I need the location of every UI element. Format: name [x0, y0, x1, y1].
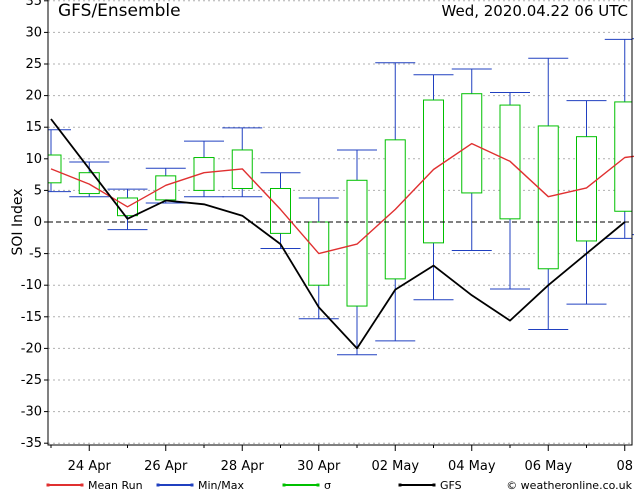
y-tick-label: -20 — [21, 341, 42, 356]
legend-label: GFS — [440, 479, 462, 490]
legend-swatch-end — [316, 483, 320, 487]
x-tick-label: 08 — [616, 459, 633, 474]
x-axis: 24 Apr 26 Apr 28 Apr 30 Apr 02 May 04 May 06 M… — [50, 445, 633, 474]
legend-label: Mean Run — [88, 479, 143, 490]
gfs-line — [50, 118, 626, 350]
y-tick-label: 20 — [25, 89, 42, 104]
x-tick-label: 04 May — [448, 459, 496, 474]
legend-label: σ — [324, 479, 331, 490]
y-axis: 35 30 25 20 15 10 5 0 -5 -10 -15 -20 -25 -30 -35 — [21, 0, 48, 451]
x-tick-label: 30 Apr — [297, 459, 341, 474]
y-axis-label: SOI Index — [10, 188, 26, 255]
y-tick-label: -35 — [21, 436, 42, 451]
chart-marks — [47, 38, 634, 356]
x-tick-label: 28 Apr — [221, 459, 265, 474]
legend-swatch-end — [398, 483, 402, 487]
legend-swatch-end — [190, 483, 194, 487]
legend-swatch-end — [156, 483, 160, 487]
y-tick-label: -30 — [21, 405, 42, 420]
x-tick-label: 02 May — [371, 459, 419, 474]
y-tick-label: -5 — [29, 247, 42, 262]
x-tick-label: 06 May — [524, 459, 572, 474]
y-tick-label: 25 — [25, 57, 42, 72]
legend-label: Min/Max — [198, 479, 244, 490]
mean-run-line — [50, 142, 634, 255]
sigma-box — [270, 188, 291, 234]
y-tick-label: -10 — [21, 278, 42, 293]
sigma-box — [78, 172, 100, 195]
legend-swatch-end — [46, 483, 50, 487]
chart-header-timestamp: Wed, 2020.04.22 06 UTC — [442, 2, 628, 20]
x-tick-label: 24 Apr — [68, 459, 112, 474]
y-tick-label: 5 — [34, 183, 42, 198]
legend-swatch-end — [282, 483, 286, 487]
y-tick-label: 30 — [25, 25, 42, 40]
y-tick-label: -25 — [21, 373, 42, 388]
y-tick-label: 10 — [25, 152, 42, 167]
legend-swatch-end — [80, 483, 84, 487]
legend-swatch-end — [432, 483, 436, 487]
plot-frame — [47, 0, 633, 446]
y-tick-label: 0 — [34, 215, 42, 230]
y-tick-label: 35 — [25, 0, 42, 9]
legend: Mean Run Min/Max σ GFS — [46, 479, 462, 490]
y-tick-label: -15 — [21, 310, 42, 325]
sigma-box — [423, 99, 444, 244]
sigma-box — [576, 136, 597, 242]
copyright-text: © weatheronline.co.uk — [506, 479, 632, 490]
x-tick-label: 26 Apr — [144, 459, 188, 474]
sigma-box — [47, 154, 62, 184]
sigma-box — [155, 175, 177, 201]
sigma-box — [193, 157, 215, 191]
chart-header-title: GFS/Ensemble — [58, 1, 181, 21]
y-tick-label: 15 — [25, 120, 42, 135]
